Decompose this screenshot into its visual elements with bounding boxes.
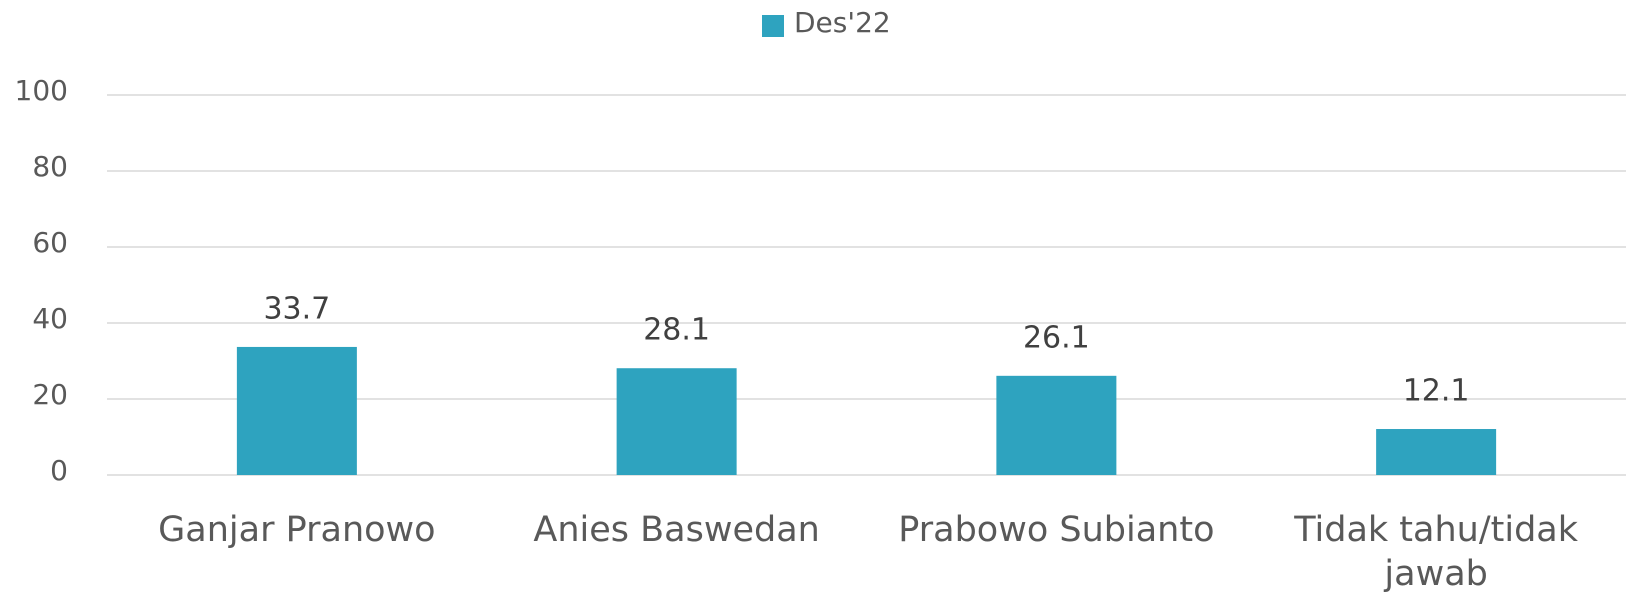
bar: [236, 346, 357, 475]
bar: [1376, 429, 1497, 475]
value-label: 28.1: [643, 313, 710, 348]
y-tick-label: 60: [32, 226, 68, 259]
bar: [616, 368, 737, 475]
y-tick-label: 40: [32, 302, 68, 335]
value-label: 26.1: [1023, 320, 1090, 355]
bar: [996, 375, 1117, 475]
x-tick-label: Ganjar Pranowo: [158, 510, 436, 550]
value-label: 12.1: [1403, 374, 1470, 409]
y-tick-label: 0: [50, 454, 68, 487]
x-tick-label: Anies Baswedan: [533, 510, 820, 550]
legend-swatch: [762, 15, 784, 37]
y-tick-label: 20: [32, 378, 68, 411]
y-tick-label: 80: [32, 150, 68, 183]
x-tick-label: Prabowo Subianto: [898, 510, 1215, 550]
legend-label: Des'22: [794, 6, 891, 39]
y-tick-label: 100: [15, 74, 68, 107]
x-tick-label: Tidak tahu/tidak jawab: [1294, 510, 1579, 594]
value-label: 33.7: [263, 291, 330, 326]
